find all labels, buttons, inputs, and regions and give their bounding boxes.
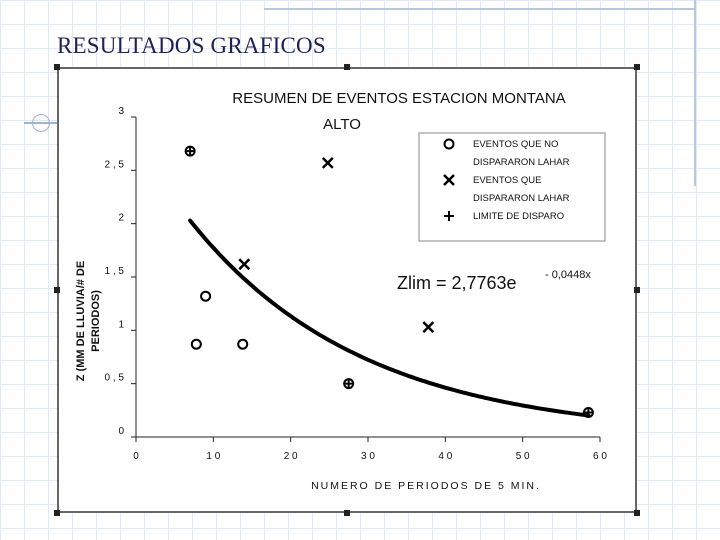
resize-handle[interactable] <box>634 510 640 516</box>
y-tick-label: 0 , 5 <box>105 373 125 384</box>
data-point-x <box>422 321 435 334</box>
chart-frame[interactable]: 0 1 0 2 0 3 0 4 0 5 0 6 0 0 0 , 5 1 1 , 5 2 2 , 5 3 E… <box>57 67 637 513</box>
chart-axes: 0 1 0 2 0 3 0 4 0 5 0 6 0 0 0 , 5 1 1 , 5 2 2 , 5 3 <box>105 106 608 462</box>
x-tick-label: 6 0 <box>593 451 607 462</box>
equation-label: Zlim = 2,7763e <box>397 273 517 293</box>
resize-handle[interactable] <box>344 510 350 516</box>
data-point-x <box>238 258 251 271</box>
legend-marker-circle <box>443 138 455 150</box>
y-axis-label-line2: PERIODOS) <box>90 290 102 352</box>
y-tick-label: 1 , 5 <box>105 266 125 277</box>
chart-curve <box>188 218 591 418</box>
x-axis-label: NUMERO DE PERIODOS DE 5 MIN. <box>311 480 541 492</box>
chart-title-line1: RESUMEN DE EVENTOS ESTACION MONTANA <box>232 90 565 107</box>
decorative-circle <box>32 114 50 132</box>
resize-handle[interactable] <box>634 287 640 293</box>
equation-exponent: - 0,0448x <box>545 269 591 281</box>
x-marker-stroke <box>443 174 455 186</box>
legend-item: DISPARARON LAHAR <box>473 193 570 204</box>
y-tick-label: 2 <box>118 213 124 224</box>
resize-handle[interactable] <box>54 64 60 70</box>
x-tick-label: 0 <box>133 451 139 462</box>
y-tick-label: 1 <box>118 319 124 330</box>
x-tick-label: 3 0 <box>361 451 375 462</box>
resize-handle[interactable] <box>54 510 60 516</box>
data-point-plus <box>185 146 196 157</box>
slide-title: RESULTADOS GRAFICOS <box>57 33 326 58</box>
legend-item: LIMITE DE DISPARO <box>473 211 564 222</box>
chart-legend: EVENTOS QUE NO DISPARARON LAHAR EVENTOS QU… <box>418 132 606 242</box>
data-point-plus <box>583 407 594 418</box>
y-axis-label-line1: Z (MM DE LLUVIA/# DE <box>75 261 87 381</box>
x-tick-label: 5 0 <box>516 451 530 462</box>
x-tick-label: 4 0 <box>438 451 452 462</box>
legend-item: EVENTOS QUE NO <box>473 139 558 150</box>
legend-marker-plus <box>444 211 454 221</box>
data-point-plus <box>343 378 354 389</box>
legend-item: DISPARARON LAHAR <box>473 157 570 168</box>
data-point-circle <box>237 338 249 350</box>
scatter-chart: 0 1 0 2 0 3 0 4 0 5 0 6 0 0 0 , 5 1 1 , 5 2 2 , 5 3 E… <box>75 90 608 492</box>
x-tick-label: 2 0 <box>284 451 298 462</box>
decorative-line <box>694 0 696 186</box>
resize-handle[interactable] <box>344 64 350 70</box>
y-tick-label: 3 <box>118 106 124 117</box>
data-point-circle <box>190 338 202 350</box>
legend-marker-x <box>443 174 455 186</box>
x-marker-stroke <box>238 258 251 271</box>
x-marker-stroke <box>321 156 334 169</box>
y-tick-label: 2 , 5 <box>105 159 125 170</box>
legend-box <box>418 132 606 242</box>
chart-title-line2: ALTO <box>323 116 361 133</box>
y-tick-label: 0 <box>118 426 124 437</box>
limit-curve <box>188 218 591 418</box>
legend-item: EVENTOS QUE <box>473 175 541 186</box>
chart-points <box>184 145 594 418</box>
data-point-circle <box>200 290 212 302</box>
resize-handle[interactable] <box>634 64 640 70</box>
x-tick-label: 1 0 <box>206 451 220 462</box>
data-point-x <box>321 156 334 169</box>
decorative-line <box>264 8 694 10</box>
resize-handle[interactable] <box>54 287 60 293</box>
x-marker-stroke <box>422 321 435 334</box>
